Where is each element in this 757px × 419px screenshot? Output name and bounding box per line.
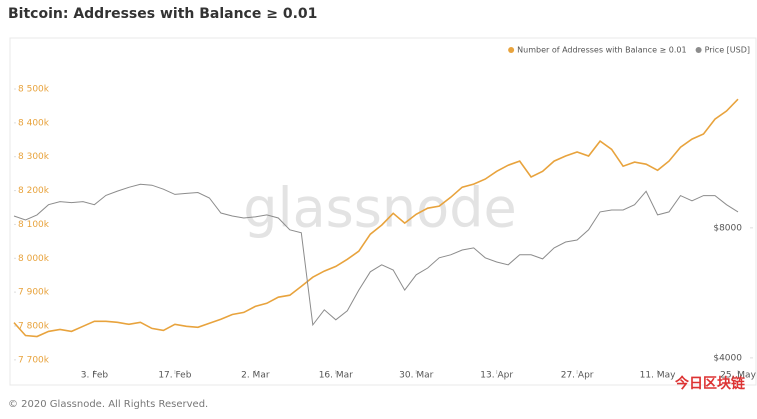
x-tick-label: 25. May (720, 371, 756, 381)
y-tick-label: 8 200k (18, 186, 50, 196)
legend-label: Number of Addresses with Balance ≥ 0.01 (517, 46, 686, 55)
y2-tick-label: $4000 (713, 353, 742, 363)
y-tick-label: 7 800k (18, 321, 50, 331)
y-tick-label: 8 000k (18, 254, 50, 264)
legend-swatch (508, 47, 515, 53)
series-line (13, 98, 739, 338)
series-line (13, 183, 739, 327)
x-tick-label: 11. May (640, 371, 676, 381)
x-tick-label: 2. Mar (241, 371, 270, 381)
footer: © 2020 Glassnode. All Rights Reserved. (8, 399, 208, 410)
chart-title: Bitcoin: Addresses with Balance ≥ 0.01 (8, 6, 317, 22)
y-tick-label: 8 100k (18, 220, 50, 230)
y-tick-label: 7 700k (18, 355, 50, 365)
y-tick-label: 8 400k (18, 118, 50, 128)
x-tick-label: 27. Apr (561, 371, 594, 381)
chart-frame (9, 37, 757, 386)
x-tick-label: 16. Mar (319, 371, 353, 381)
x-tick-label: 13. Apr (480, 371, 513, 381)
x-tick-label: 3. Feb (81, 371, 109, 381)
x-tick-label: 30. Mar (399, 371, 433, 381)
watermark: glassnode (243, 177, 516, 240)
legend-label: Price [USD] (705, 46, 750, 55)
corner-logo: 今日区块链 (674, 375, 746, 392)
y2-tick-label: $8000 (713, 223, 742, 233)
y-tick-label: 8 500k (18, 85, 50, 95)
legend-swatch (695, 47, 702, 53)
x-tick-label: 17. Feb (158, 371, 191, 381)
y-tick-label: 8 300k (18, 152, 50, 162)
y-tick-label: 7 900k (18, 288, 50, 298)
